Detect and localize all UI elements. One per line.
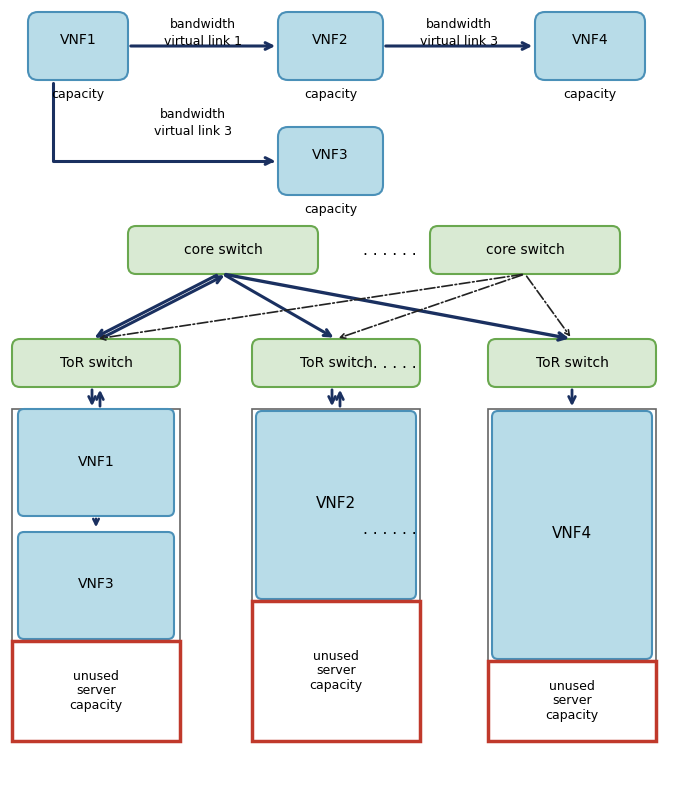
Text: VNF3: VNF3 <box>77 578 114 591</box>
Text: bandwidth: bandwidth <box>426 18 492 31</box>
Text: . . . . . .: . . . . . . <box>363 522 416 536</box>
Text: unused
server
capacity: unused server capacity <box>310 650 362 693</box>
Text: . . . . . .: . . . . . . <box>363 355 416 371</box>
Text: virtual link 1: virtual link 1 <box>164 35 242 48</box>
Text: capacity: capacity <box>51 87 105 100</box>
FancyBboxPatch shape <box>278 12 383 80</box>
Text: VNF1: VNF1 <box>60 33 97 47</box>
Text: ToR switch: ToR switch <box>60 356 132 370</box>
Text: VNF2: VNF2 <box>312 33 349 47</box>
FancyBboxPatch shape <box>18 532 174 639</box>
Text: capacity: capacity <box>304 87 357 100</box>
Text: bandwidth: bandwidth <box>170 18 236 31</box>
FancyBboxPatch shape <box>430 226 620 274</box>
FancyBboxPatch shape <box>488 339 656 387</box>
Bar <box>252 601 420 741</box>
Text: ToR switch: ToR switch <box>536 356 608 370</box>
Text: core switch: core switch <box>486 243 564 257</box>
Text: VNF1: VNF1 <box>77 455 114 468</box>
FancyBboxPatch shape <box>492 411 652 659</box>
Text: capacity: capacity <box>304 202 357 215</box>
Text: VNF2: VNF2 <box>316 495 356 510</box>
Bar <box>12 409 180 741</box>
Text: VNF4: VNF4 <box>552 526 592 540</box>
FancyBboxPatch shape <box>535 12 645 80</box>
Bar <box>12 641 180 741</box>
Text: VNF4: VNF4 <box>572 33 608 47</box>
Text: virtual link 3: virtual link 3 <box>420 35 498 48</box>
FancyBboxPatch shape <box>18 409 174 516</box>
Text: unused
server
capacity: unused server capacity <box>545 680 599 722</box>
Text: bandwidth: bandwidth <box>160 108 226 121</box>
Text: unused
server
capacity: unused server capacity <box>69 670 123 713</box>
Bar <box>252 409 420 741</box>
Text: ToR switch: ToR switch <box>299 356 373 370</box>
FancyBboxPatch shape <box>128 226 318 274</box>
Text: capacity: capacity <box>564 87 616 100</box>
Bar <box>488 661 656 741</box>
Bar <box>488 409 656 741</box>
FancyBboxPatch shape <box>278 127 383 195</box>
Text: . . . . . .: . . . . . . <box>363 243 416 257</box>
Text: VNF3: VNF3 <box>312 148 349 162</box>
Text: virtual link 3: virtual link 3 <box>154 125 232 138</box>
Text: core switch: core switch <box>184 243 262 257</box>
FancyBboxPatch shape <box>252 339 420 387</box>
FancyBboxPatch shape <box>12 339 180 387</box>
FancyBboxPatch shape <box>28 12 128 80</box>
FancyBboxPatch shape <box>256 411 416 599</box>
